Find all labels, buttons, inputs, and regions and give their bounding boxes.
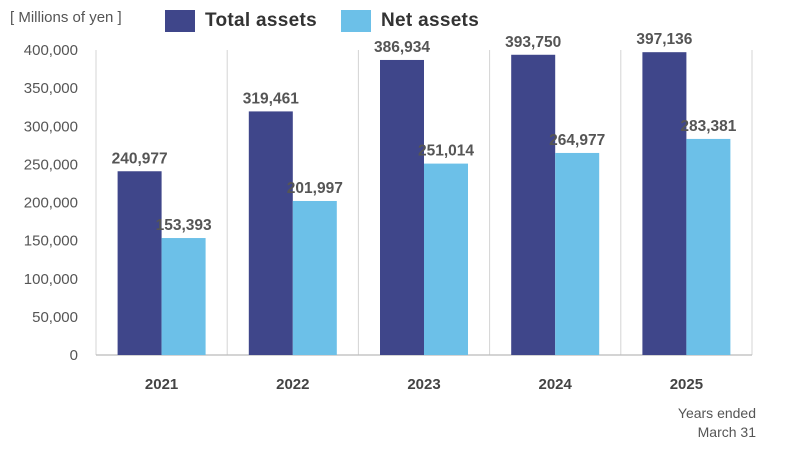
data-label: 251,014 — [418, 143, 474, 160]
x-axis-note-line-1: Years ended — [677, 405, 756, 421]
data-label: 240,977 — [112, 150, 168, 167]
bar-total-assets — [117, 171, 162, 355]
legend-net-assets: Net assets — [341, 10, 479, 32]
y-tick-label: 0 — [70, 347, 78, 364]
bar-total-assets — [511, 54, 556, 355]
data-label: 319,461 — [243, 90, 299, 107]
data-label: 386,934 — [374, 39, 430, 56]
legend-swatch-net-assets — [341, 10, 371, 32]
x-tick-label: 2021 — [145, 376, 178, 393]
data-label: 153,393 — [156, 217, 212, 234]
x-tick-label: 2023 — [407, 376, 440, 393]
bar-total-assets — [248, 111, 293, 356]
bar-net-assets — [686, 138, 731, 355]
data-label: 393,750 — [505, 34, 561, 51]
data-label: 201,997 — [287, 180, 343, 197]
x-tick-label: 2022 — [276, 376, 309, 393]
y-tick-label: 50,000 — [32, 309, 78, 326]
bar-net-assets — [161, 238, 206, 355]
y-tick-label: 200,000 — [24, 195, 78, 212]
data-label: 397,136 — [636, 31, 692, 48]
y-tick-label: 300,000 — [24, 118, 78, 135]
bar-net-assets — [555, 152, 600, 355]
bar-net-assets — [292, 200, 337, 355]
y-tick-label: 100,000 — [24, 271, 78, 288]
bar-total-assets — [380, 59, 424, 355]
legend-swatch-total-assets — [165, 10, 195, 32]
data-label: 264,977 — [549, 132, 605, 149]
y-tick-label: 150,000 — [24, 233, 78, 250]
y-tick-label: 350,000 — [24, 80, 78, 97]
unit-label: [ Millions of yen ] — [10, 9, 122, 26]
bar-net-assets — [424, 163, 468, 355]
legend-label-net-assets: Net assets — [381, 10, 480, 31]
legend-label-total-assets: Total assets — [205, 10, 318, 31]
x-tick-label: 2025 — [670, 376, 703, 393]
x-tick-label: 2024 — [539, 376, 573, 393]
bar-total-assets — [642, 52, 687, 355]
legend-total-assets: Total assets — [165, 10, 317, 32]
x-axis-note: Years ended March 31 — [650, 404, 756, 442]
x-axis-note-line-2: March 31 — [697, 424, 756, 440]
y-tick-label: 250,000 — [24, 156, 78, 173]
y-tick-label: 400,000 — [24, 42, 78, 59]
data-label: 283,381 — [680, 118, 736, 135]
